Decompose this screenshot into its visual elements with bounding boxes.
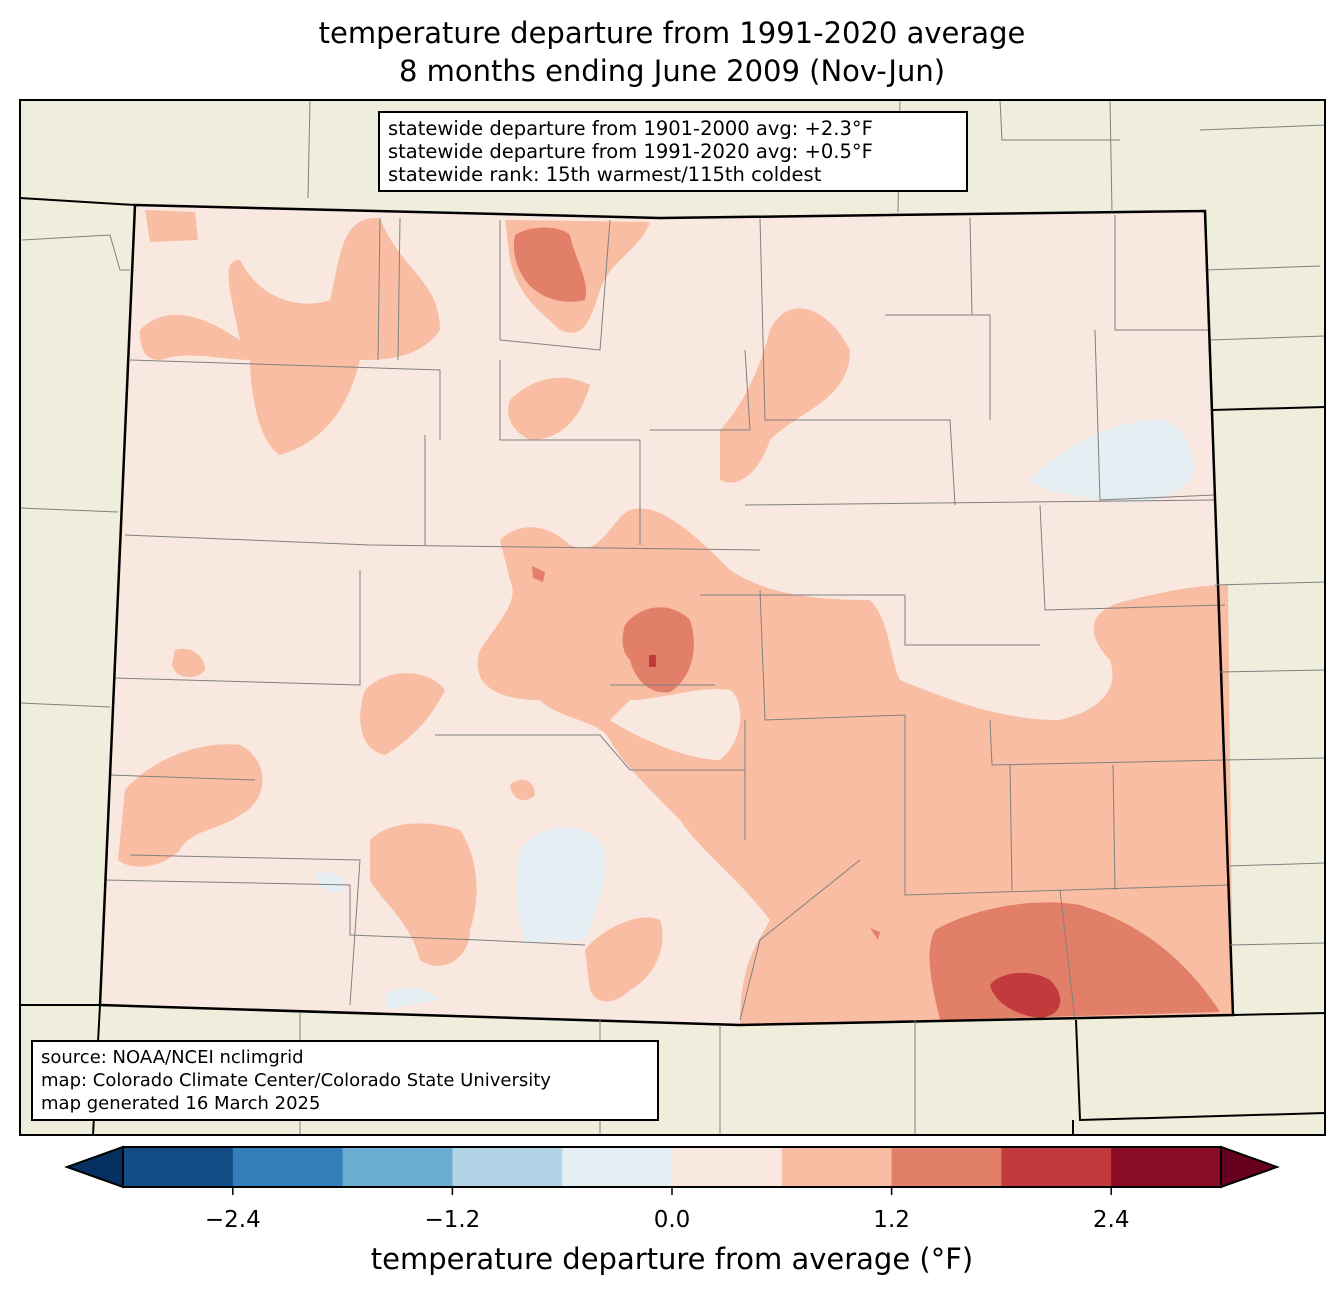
neighbor-county-lines [19,99,1326,1135]
colorbar-segment [1111,1147,1222,1187]
colorbar-tick-label: −1.2 [424,1207,481,1233]
colorbar-segment [232,1147,344,1187]
anomaly-1.8-2.4-regions [649,655,1061,1018]
anomaly-region [585,917,663,1002]
colorbar-segment [781,1147,893,1187]
colorado-state [98,203,1235,1027]
colorbar-segment [452,1147,563,1187]
statewide-rank: statewide rank: 15th warmest/115th colde… [388,163,822,186]
colorbar-tick-label: 0.0 [653,1207,691,1233]
anomaly-region [532,566,545,582]
anomaly-region [513,227,587,302]
anomaly-negative-regions [315,419,1195,1010]
anomaly-region [315,872,345,892]
anomaly-region [508,377,590,440]
colorbar [64,1145,1280,1195]
colorbar-over-arrow [1220,1145,1280,1189]
colorbar-segment [562,1147,673,1187]
colorbar-tick-label: 1.2 [873,1207,910,1233]
source-box: source: NOAA/NCEI nclimgrid map: Colorad… [31,1040,659,1121]
anomaly-region [385,988,438,1010]
colorbar-segment [672,1147,783,1187]
anomaly-region [510,779,535,801]
anomaly-region [610,688,741,760]
colorbar-tick-label: −2.4 [204,1207,261,1233]
anomaly-region [990,972,1061,1018]
anomaly-region [145,210,198,242]
map-credit-text: map: Colorado Climate Center/Colorado St… [41,1070,551,1091]
anomaly-region [360,673,445,755]
colorbar-segment [891,1147,1002,1187]
statewide-stats-box: statewide departure from 1901-2000 avg: … [378,111,968,192]
generated-date-text: map generated 16 March 2025 [41,1093,321,1114]
source-text: source: NOAA/NCEI nclimgrid [41,1047,304,1068]
anomaly-region [118,744,263,867]
county-lines [104,215,1231,1021]
anomaly-region [370,823,477,966]
colorbar-tick-label: 2.4 [1092,1207,1130,1233]
anomaly-region [870,928,880,940]
anomaly-region [622,607,694,693]
departure-1991-2020: statewide departure from 1991-2020 avg: … [388,140,873,163]
colorbar-segment [123,1147,234,1187]
map-title-line2: 8 months ending June 2009 (Nov-Jun) [398,54,946,88]
map-frame [19,99,1326,1136]
map-title-line1: temperature departure from 1991-2020 ave… [318,16,1026,50]
colorbar-segment [1001,1147,1112,1187]
anomaly-region [516,827,606,942]
colorbar-under-arrow [64,1145,124,1189]
colorado-map [19,99,1326,1136]
anomaly-region [720,308,850,483]
colorbar-label: temperature departure from average (°F) [370,1242,974,1276]
anomaly-region [172,648,205,678]
colorbar-segment [342,1147,453,1187]
anomaly-region [140,217,440,455]
anomaly-region [1030,419,1195,503]
departure-1901-2000: statewide departure from 1901-2000 avg: … [388,117,873,140]
anomaly-region [649,655,656,667]
